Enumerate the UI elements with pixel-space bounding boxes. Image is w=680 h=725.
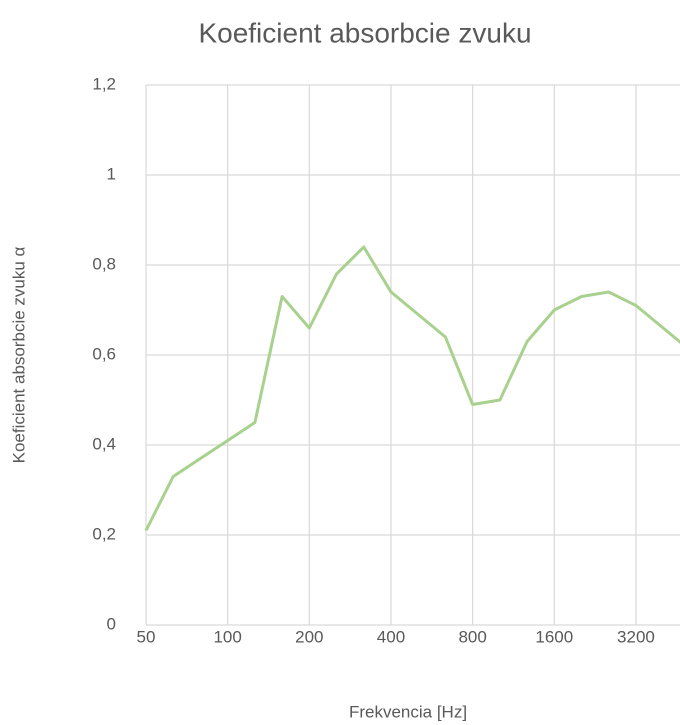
y-tick-label: 1 [107, 164, 116, 183]
y-axis-title: Koeficient absorbcie zvuku α [9, 246, 28, 463]
x-tick-label: 400 [377, 627, 405, 646]
x-tick-label: 200 [295, 627, 323, 646]
x-tick-label: 50 [137, 627, 156, 646]
x-tick-label: 3200 [617, 627, 655, 646]
x-tick-label: 100 [213, 627, 241, 646]
y-tick-label: 0,4 [92, 434, 116, 453]
y-tick-label: 0,2 [92, 524, 116, 543]
y-tick-label: 1,2 [92, 74, 116, 93]
chart-title: Koeficient absorbcie zvuku [198, 17, 531, 48]
y-tick-label: 0,8 [92, 254, 116, 273]
x-axis-title: Frekvencia [Hz] [349, 702, 467, 721]
y-tick-label: 0 [107, 614, 116, 633]
x-tick-label: 800 [458, 627, 486, 646]
data-line [144, 245, 680, 532]
y-tick-label: 0,6 [92, 344, 116, 363]
x-tick-label: 1600 [535, 627, 573, 646]
